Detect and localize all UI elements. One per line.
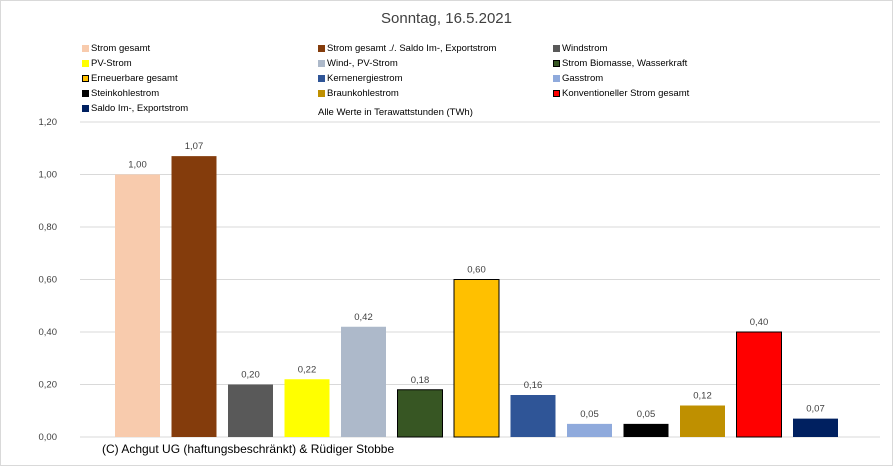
legend-label: Gasstrom [562,73,604,84]
data-label: 0,60 [467,265,486,276]
legend-swatch [553,60,560,67]
legend-label: Strom Biomasse, Wasserkraft [562,58,688,69]
legend: Strom gesamt Strom gesamt ./. Saldo Im-, … [0,0,893,120]
legend-label: Windstrom [562,43,608,54]
legend-swatch [553,90,560,97]
legend-label: PV-Strom [91,58,132,69]
bar [453,279,500,438]
legend-label: Erneuerbare gesamt [91,73,178,84]
data-label: 0,42 [354,312,373,323]
bar [397,389,443,438]
y-tick-label: 0,20 [39,380,58,391]
legend-swatch [318,75,325,82]
data-label: 0,07 [806,404,825,415]
legend-swatch [318,90,325,97]
y-tick-label: 1,00 [39,170,58,181]
legend-swatch [82,60,89,67]
legend-label: Strom gesamt ./. Saldo Im-, Exportstrom [327,43,497,54]
bar [623,423,669,437]
legend-label: Strom gesamt [91,43,151,54]
legend-swatch [82,105,89,112]
legend-item: Wind-, PV-Strom [318,58,398,69]
y-tick-label: 0,80 [39,222,58,233]
data-label: 0,05 [637,409,656,420]
legend-swatch [553,75,560,82]
y-tick-label: 0,40 [39,327,58,338]
legend-label: Kernenergiestrom [327,73,403,84]
copyright-text: (C) Achgut UG (haftungsbeschränkt) & Rüd… [100,442,397,456]
legend-swatch [82,45,89,52]
y-tick-label: 0,60 [39,275,58,286]
bar [171,156,217,437]
bar [228,384,273,437]
bar [793,418,838,437]
legend-item: Gasstrom [553,73,603,84]
legend-swatch [82,75,89,82]
legend-item: Konventioneller Strom gesamt [553,88,689,99]
legend-item: Erneuerbare gesamt [82,73,178,84]
data-label: 0,16 [524,380,543,391]
data-label: 0,40 [750,317,769,328]
legend-item: Windstrom [553,43,607,54]
data-label: 1,00 [128,160,147,171]
legend-item: Braunkohlestrom [318,88,399,99]
legend-swatch [318,60,325,67]
legend-item: Kernenergiestrom [318,73,403,84]
data-label: 0,20 [241,370,260,381]
bar [510,395,556,437]
legend-label: Braunkohlestrom [327,88,399,99]
data-label: 0,18 [411,375,430,386]
bar [115,174,160,437]
data-label: 0,22 [298,364,317,375]
y-tick-label: 1,20 [39,117,58,128]
legend-swatch [82,90,89,97]
bar [341,326,386,437]
legend-swatch [553,45,560,52]
bar [284,379,330,437]
data-label: 1,07 [185,141,204,152]
chart-title: Sonntag, 16.5.2021 [381,10,512,27]
legend-label: Saldo Im-, Exportstrom [91,103,189,114]
bar [680,405,725,437]
legend-swatch [318,45,325,52]
legend-label: Wind-, PV-Strom [327,58,398,69]
unit-note: Alle Werte in Terawattstunden (TWh) [318,107,473,118]
legend-item: PV-Strom [82,58,132,69]
data-label: 0,05 [580,409,599,420]
legend-label: Konventioneller Strom gesamt [562,88,690,99]
legend-item: Steinkohlestrom [82,88,159,99]
legend-item: Strom Biomasse, Wasserkraft [553,58,687,69]
data-label: 0,12 [693,391,712,402]
bar [736,331,782,438]
bar [567,423,612,437]
y-tick-label: 0,00 [39,432,58,443]
legend-label: Steinkohlestrom [91,88,160,99]
legend-item: Strom gesamt [82,43,150,54]
legend-item: Saldo Im-, Exportstrom [82,103,188,114]
legend-item: Strom gesamt ./. Saldo Im-, Exportstrom [318,43,496,54]
